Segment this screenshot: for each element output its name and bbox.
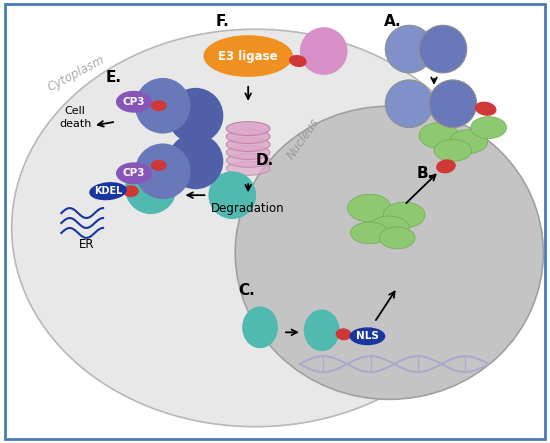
Text: CP3: CP3 xyxy=(123,168,145,178)
Ellipse shape xyxy=(383,202,425,228)
Circle shape xyxy=(208,171,256,219)
Text: D.: D. xyxy=(255,153,273,168)
Ellipse shape xyxy=(226,145,270,159)
Ellipse shape xyxy=(370,216,409,240)
Text: E3 ligase: E3 ligase xyxy=(218,50,278,62)
Ellipse shape xyxy=(226,153,270,167)
Circle shape xyxy=(300,27,348,75)
Ellipse shape xyxy=(350,327,386,345)
Ellipse shape xyxy=(235,106,543,400)
Text: NLS: NLS xyxy=(356,331,379,341)
Text: Nucleus: Nucleus xyxy=(284,116,322,161)
Ellipse shape xyxy=(350,222,388,244)
Ellipse shape xyxy=(471,117,507,139)
Ellipse shape xyxy=(348,194,391,222)
Ellipse shape xyxy=(450,130,488,153)
Text: ER: ER xyxy=(79,238,94,251)
Ellipse shape xyxy=(226,137,270,152)
Ellipse shape xyxy=(289,55,307,67)
Circle shape xyxy=(125,163,177,214)
Ellipse shape xyxy=(151,100,167,111)
Text: B.: B. xyxy=(417,166,434,181)
Ellipse shape xyxy=(204,35,293,77)
Ellipse shape xyxy=(304,310,339,351)
Circle shape xyxy=(135,144,190,199)
Ellipse shape xyxy=(419,123,459,148)
FancyBboxPatch shape xyxy=(5,4,545,439)
Ellipse shape xyxy=(475,101,497,116)
Ellipse shape xyxy=(379,227,415,249)
Text: A.: A. xyxy=(384,14,402,29)
Circle shape xyxy=(135,78,190,133)
Circle shape xyxy=(429,80,477,128)
Text: KDEL: KDEL xyxy=(94,186,122,196)
Circle shape xyxy=(386,25,433,73)
Circle shape xyxy=(419,25,467,73)
Text: CP3: CP3 xyxy=(123,97,145,107)
Ellipse shape xyxy=(226,122,270,136)
Ellipse shape xyxy=(89,182,127,200)
Ellipse shape xyxy=(116,91,152,113)
Ellipse shape xyxy=(242,307,278,348)
Ellipse shape xyxy=(434,140,472,161)
Ellipse shape xyxy=(151,160,167,171)
Text: Degradation: Degradation xyxy=(211,202,285,214)
Ellipse shape xyxy=(12,29,499,427)
Text: C.: C. xyxy=(238,283,255,298)
Circle shape xyxy=(168,88,223,144)
Circle shape xyxy=(386,80,433,128)
Text: E.: E. xyxy=(106,70,122,85)
Ellipse shape xyxy=(226,161,270,175)
Circle shape xyxy=(168,133,223,189)
Ellipse shape xyxy=(116,163,152,184)
Ellipse shape xyxy=(123,185,139,197)
Text: Cell
death: Cell death xyxy=(59,106,91,129)
Ellipse shape xyxy=(336,328,351,340)
Ellipse shape xyxy=(436,159,456,173)
Text: F.: F. xyxy=(216,14,229,29)
Text: Cytoplasm: Cytoplasm xyxy=(46,54,107,94)
Ellipse shape xyxy=(226,130,270,144)
